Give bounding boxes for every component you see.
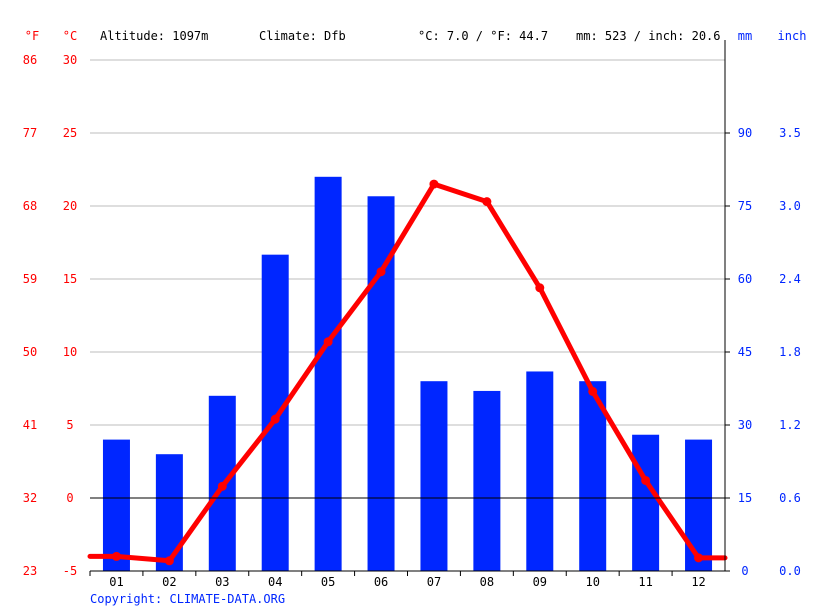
precipitation-summary: mm: 523 / inch: 20.6 [576, 29, 721, 43]
month-tick-label: 01 [109, 575, 123, 589]
mm-tick-label: 75 [738, 199, 752, 213]
temperature-point [323, 337, 333, 347]
fahrenheit-tick-label: 59 [23, 272, 37, 286]
precipitation-bar [420, 381, 448, 571]
mm-tick-label: 60 [738, 272, 752, 286]
unit-inch: inch [778, 29, 807, 43]
fahrenheit-tick-label: 32 [23, 491, 37, 505]
temperature-point [482, 197, 492, 207]
fahrenheit-tick-label: 41 [23, 418, 37, 432]
celsius-tick-label: 30 [63, 53, 77, 67]
unit-celsius: °C [63, 29, 77, 43]
mm-tick-label: 15 [738, 491, 752, 505]
month-tick-label: 12 [691, 575, 705, 589]
temperature-point [535, 283, 545, 293]
inch-tick-label: 0.0 [779, 564, 801, 578]
mm-tick-label: 90 [738, 126, 752, 140]
copyright-text: Copyright: CLIMATE-DATA.ORG [90, 592, 285, 606]
inch-tick-label: 0.6 [779, 491, 801, 505]
celsius-tick-label: 0 [66, 491, 73, 505]
precipitation-bar [685, 439, 713, 571]
temperature-point [588, 386, 598, 396]
precipitation-bar [314, 176, 342, 572]
fahrenheit-tick-label: 77 [23, 126, 37, 140]
unit-mm: mm [738, 29, 752, 43]
month-tick-label: 08 [480, 575, 494, 589]
month-tick-label: 03 [215, 575, 229, 589]
month-tick-label: 11 [638, 575, 652, 589]
precipitation-bar [632, 434, 660, 571]
month-tick-label: 06 [374, 575, 388, 589]
precipitation-bar [473, 390, 501, 571]
precipitation-bar [579, 381, 607, 571]
inch-tick-label: 1.2 [779, 418, 801, 432]
inch-tick-label: 1.8 [779, 345, 801, 359]
precipitation-bar [155, 454, 183, 571]
celsius-tick-label: 25 [63, 126, 77, 140]
temperature-point [376, 267, 386, 277]
month-tick-label: 02 [162, 575, 176, 589]
month-tick-label: 05 [321, 575, 335, 589]
temperature-point [694, 553, 704, 563]
month-tick-label: 07 [427, 575, 441, 589]
celsius-tick-label: 15 [63, 272, 77, 286]
inch-tick-label: 2.4 [779, 272, 801, 286]
mm-tick-label: 45 [738, 345, 752, 359]
mm-tick-label: 30 [738, 418, 752, 432]
temperature-point [641, 475, 651, 485]
precipitation-bars [102, 176, 713, 572]
altitude-label: Altitude: 1097m [100, 29, 208, 43]
climate-label: Climate: Dfb [259, 29, 346, 43]
grid-layer [90, 59, 725, 426]
temperature-point [164, 556, 174, 566]
celsius-tick-label: 10 [63, 345, 77, 359]
celsius-tick-label: 5 [66, 418, 73, 432]
fahrenheit-tick-label: 68 [23, 199, 37, 213]
temperature-line [87, 179, 728, 566]
precipitation-bar [102, 439, 130, 571]
temperature-point [429, 179, 439, 189]
inch-tick-label: 3.5 [779, 126, 801, 140]
inch-tick-label: 3.0 [779, 199, 801, 213]
axes: -5 23 0 32 5 41 10 50 15 59 20 68 25 77 30 86 0 0.0 15 0.6 3… [23, 40, 801, 589]
celsius-tick-label: -5 [63, 564, 77, 578]
month-tick-label: 10 [585, 575, 599, 589]
precipitation-bar [526, 371, 554, 571]
fahrenheit-tick-label: 86 [23, 53, 37, 67]
temperature-point [111, 551, 121, 561]
month-tick-label: 09 [533, 575, 547, 589]
unit-fahrenheit: °F [25, 29, 39, 43]
precipitation-bar [261, 254, 289, 571]
fahrenheit-tick-label: 23 [23, 564, 37, 578]
mm-tick-label: 0 [741, 564, 748, 578]
fahrenheit-tick-label: 50 [23, 345, 37, 359]
temperature-point [270, 414, 280, 424]
temperature-summary: °C: 7.0 / °F: 44.7 [418, 29, 548, 43]
month-tick-label: 04 [268, 575, 282, 589]
celsius-tick-label: 20 [63, 199, 77, 213]
temperature-point [217, 481, 227, 491]
temperature-line-path [87, 181, 728, 564]
